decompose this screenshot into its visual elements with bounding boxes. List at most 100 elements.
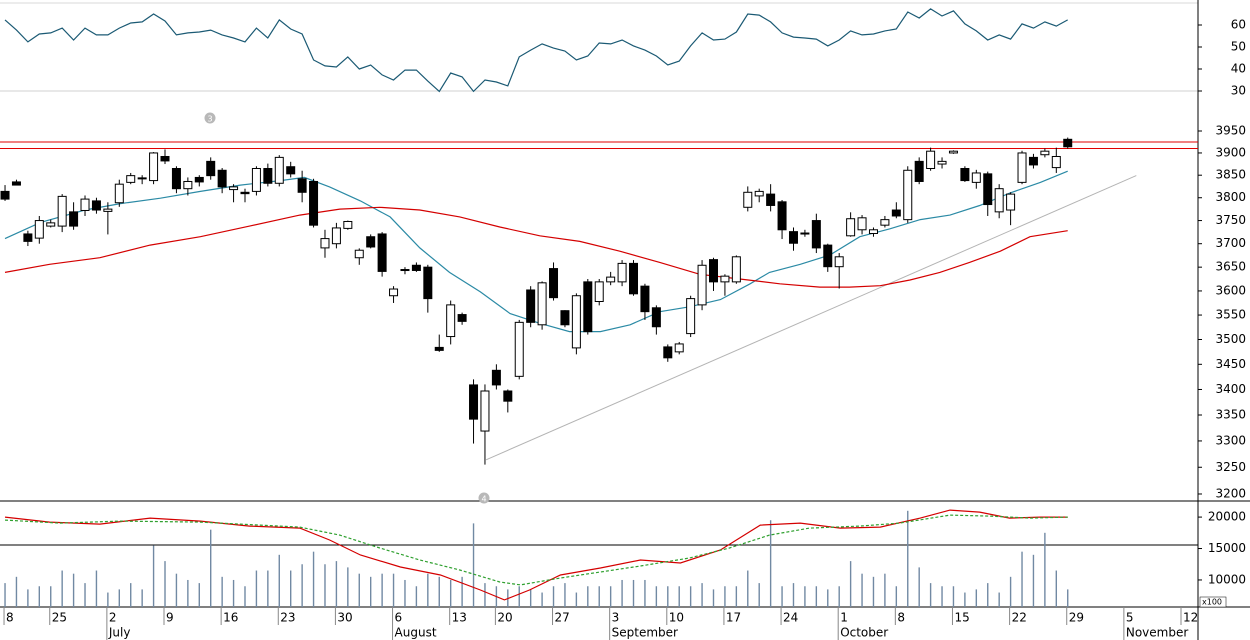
y-tick-label: 3600 <box>1215 283 1246 297</box>
y-tick-label: 3900 <box>1215 145 1246 159</box>
candle-body <box>446 304 456 338</box>
candle-body <box>137 177 147 180</box>
x-tick-label: 10 <box>669 611 684 625</box>
candle-body <box>743 191 753 208</box>
x-tick-label: 13 <box>452 611 467 625</box>
candle-body <box>834 256 844 268</box>
x-tick-label: 16 <box>223 611 238 625</box>
x-tick-label: 17 <box>726 611 741 625</box>
y-tick-label: 3550 <box>1215 308 1246 322</box>
candle-body <box>57 195 67 227</box>
candle-body <box>800 232 810 235</box>
candle-body <box>34 220 44 239</box>
candle-body <box>389 288 399 297</box>
x-tick-label: 20 <box>497 611 512 625</box>
candle-body <box>1028 156 1038 166</box>
candle-body <box>868 229 878 234</box>
unit-label: x100 <box>1202 598 1222 607</box>
candle-body <box>354 249 364 259</box>
candle-body <box>537 282 547 326</box>
month-label: September <box>612 626 678 640</box>
y-tick-label: 3200 <box>1215 486 1246 500</box>
candle-body <box>960 167 970 182</box>
x-tick-label: 22 <box>1012 611 1027 625</box>
candle-body <box>160 155 170 162</box>
candle-body <box>183 180 193 190</box>
rsi-line <box>4 8 1068 93</box>
candle-body <box>0 190 10 200</box>
candle-body <box>1006 193 1016 211</box>
y-tick-label: 3250 <box>1215 460 1246 474</box>
x-tick-label: 5 <box>1126 611 1134 625</box>
candle-body <box>571 295 581 349</box>
annotation-label: 3 <box>207 115 212 124</box>
x-tick-label: 27 <box>555 611 570 625</box>
candle-body <box>274 156 284 184</box>
candle-body <box>651 307 661 328</box>
x-tick-label: 29 <box>1069 611 1084 625</box>
candle-body <box>926 150 936 169</box>
candle-body <box>526 289 536 323</box>
candle-body <box>434 346 444 351</box>
candle-body <box>229 186 239 191</box>
candle-body <box>903 169 913 221</box>
x-tick-label: 8 <box>6 611 14 625</box>
y-tick-label: 3500 <box>1215 332 1246 346</box>
moving-average <box>4 170 1068 333</box>
candle-body <box>674 343 684 353</box>
candle-body <box>400 269 410 272</box>
x-tick-label: 24 <box>783 611 798 625</box>
x-tick-label: 23 <box>280 611 295 625</box>
y-tick-label: 3800 <box>1215 190 1246 204</box>
candle-body <box>80 198 90 211</box>
x-tick-label: 25 <box>52 611 67 625</box>
y-tick-label: 3450 <box>1215 357 1246 371</box>
y-tick-label: 60 <box>1231 18 1246 32</box>
candle-body <box>457 314 467 322</box>
candle-body <box>411 264 421 271</box>
unit-box <box>1199 596 1227 608</box>
candle-body <box>708 259 718 283</box>
volume-average <box>4 509 1068 601</box>
candle-body <box>777 201 787 231</box>
candle-body <box>171 167 181 190</box>
candle-body <box>114 183 124 204</box>
trendline <box>485 175 1137 461</box>
candle-body <box>91 200 101 211</box>
x-tick-label: 15 <box>954 611 969 625</box>
candle-body <box>857 217 867 231</box>
x-tick-label: 8 <box>897 611 905 625</box>
annotation-label: 4 <box>481 495 486 504</box>
y-tick-label: 3650 <box>1215 260 1246 274</box>
y-tick-label: 15000 <box>1208 541 1246 555</box>
candle-body <box>23 233 33 242</box>
annotation-marker <box>204 112 216 124</box>
candle-body <box>343 220 353 229</box>
x-tick-label: 2 <box>109 611 117 625</box>
y-tick-label: 3950 <box>1215 123 1246 137</box>
candle-body <box>206 160 216 177</box>
x-tick-label: 6 <box>395 611 403 625</box>
candle-body <box>469 384 479 420</box>
y-tick-label: 40 <box>1231 62 1246 76</box>
candle-body <box>560 310 570 326</box>
candle-body <box>766 193 776 206</box>
y-tick-label: 50 <box>1231 40 1246 54</box>
candle-body <box>149 152 159 182</box>
candle-body <box>11 181 21 186</box>
candle-body <box>606 276 616 283</box>
candle-body <box>754 190 764 197</box>
candle-body <box>126 175 136 183</box>
candle-body <box>423 266 433 300</box>
candle-body <box>503 390 513 402</box>
candle-body <box>46 222 56 227</box>
candle-body <box>263 167 273 184</box>
candle-body <box>811 220 821 249</box>
candle-body <box>514 321 524 377</box>
candle-body <box>583 281 593 333</box>
candle-body <box>491 369 501 386</box>
annotation-marker <box>478 492 490 504</box>
candle-body <box>697 264 707 306</box>
candle-body <box>891 209 901 217</box>
candle-body <box>103 208 113 212</box>
